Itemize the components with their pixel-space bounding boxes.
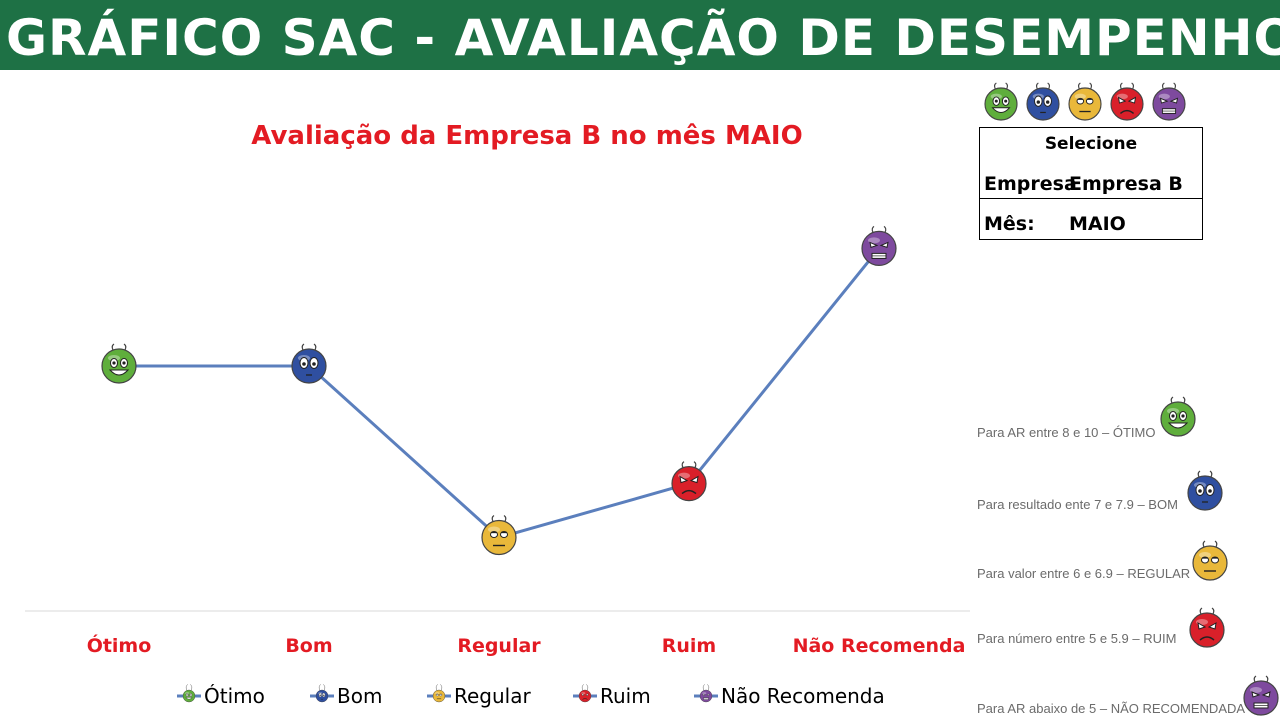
legend-label: Ruim [600,684,651,708]
month-select[interactable]: MAIO [1069,213,1126,235]
rule-text: Para AR entre 8 e 10 – ÓTIMO [977,425,1156,440]
data-point-1 [101,343,137,384]
series-points [101,225,897,556]
red-face-shape [1189,607,1225,648]
legend-label: Não Recomenda [721,684,885,708]
x-tick-label: Bom [285,635,332,657]
blue-face-shape [1026,82,1060,121]
legend-marker-icon [182,684,196,703]
chart-title: Avaliação da Empresa B no mês MAIO [251,121,802,151]
rule-text: Para AR abaixo de 5 – NÃO RECOMENDADA [977,701,1246,716]
green-face-shape [1160,396,1196,437]
rule-text: Para resultado ente 7 e 7.9 – BOM [977,497,1178,512]
legend-label: Regular [454,684,531,708]
x-tick-label: Ótimo [87,633,152,657]
purple-face-icon [1152,82,1186,121]
selector-title: Selecione [1044,134,1138,154]
purple-face-shape [1243,675,1279,716]
blue-face-icon [1026,82,1060,121]
selector-divider [980,198,1202,199]
series-line [119,247,881,540]
x-tick-label: Não Recomenda [793,635,966,657]
red-face-icon [1189,607,1225,648]
legend-marker-icon [432,684,446,703]
yellow-face-icon [1068,82,1102,121]
rule-text: Para número entre 5 e 5.9 – RUIM [977,631,1177,646]
legend-marker-icon [699,684,713,703]
company-select[interactable]: Empresa B [1069,173,1183,195]
x-tick-label: Regular [457,635,541,657]
rule-text: Para valor entre 6 e 6.9 – REGULAR [977,566,1191,581]
month-label: Mês: [984,213,1035,235]
legend-marker-icon [315,684,329,703]
yellow-face-shape [1192,540,1228,581]
red-face-shape [1110,82,1144,121]
legend-item: Não Recomenda [694,684,885,708]
legend-item: Regular [427,684,531,708]
x-tick-labels: Ótimo Bom Regular Ruim Não Recomenda [87,633,966,657]
purple-face-icon [1243,675,1279,716]
legend-label: Bom [337,684,382,708]
company-label: Empresa [984,173,1077,195]
yellow-face-shape [1068,82,1102,121]
legend-marker-icon [578,684,592,703]
legend-item: Bom [310,684,382,708]
yellow-face-icon [1192,540,1228,581]
x-tick-label: Ruim [662,635,716,657]
data-point-4 [671,461,707,502]
data-point-3 [481,515,517,556]
data-point-2 [291,343,327,384]
series-polyline [119,247,881,540]
data-point-5 [861,225,897,266]
legend-item: Ruim [573,684,651,708]
header-faces [984,80,1186,122]
red-face-icon [1110,82,1144,121]
selector-panel: Selecione Empresa Empresa B Mês: MAIO [979,127,1203,240]
legend-item: Ótimo [177,684,265,708]
line-chart: Avaliação da Empresa B no mês MAIO Ótimo… [25,121,970,708]
legend-label: Ótimo [204,684,265,708]
blue-face-icon [1187,470,1223,511]
green-face-icon [984,82,1018,121]
blue-face-shape [1187,470,1223,511]
banner-title: GRÁFICO SAC - AVALIAÇÃO DE DESEMPENHO [0,0,1280,70]
legend: Ótimo Bom Regular Ruim Não Recomenda [177,684,885,708]
green-face-shape [984,82,1018,121]
purple-face-shape [1152,82,1186,121]
green-face-icon [1160,396,1196,437]
